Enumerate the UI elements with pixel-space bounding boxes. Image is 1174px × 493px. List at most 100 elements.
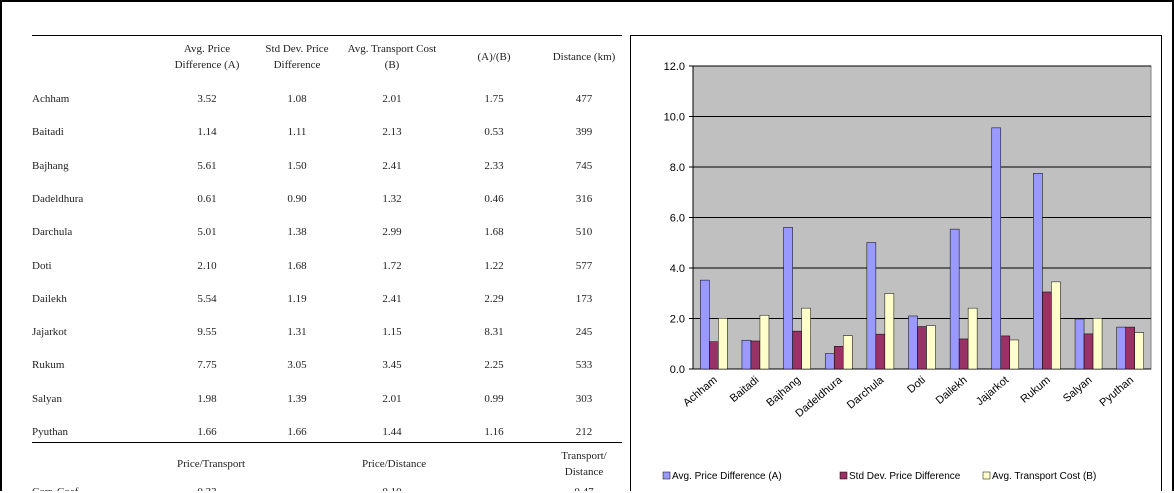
table-cell: 316 <box>575 192 593 205</box>
legend-label: Avg. Price Difference (A) <box>672 471 782 482</box>
column-header: (A)/(B) <box>477 51 511 63</box>
bar <box>759 314 770 370</box>
x-tick-label: Darchula <box>845 374 887 412</box>
table-cell: 1.16 <box>484 426 504 438</box>
bar <box>842 335 853 370</box>
table-cell: 0.99 <box>484 392 504 405</box>
bar <box>750 340 761 370</box>
table-cell: 2.13 <box>382 126 402 139</box>
row-label: Corr. Coef <box>32 486 78 491</box>
table-cell: 1.14 <box>197 126 217 139</box>
table-cell: 577 <box>575 259 593 272</box>
table-cell: 1.68 <box>484 226 504 239</box>
bar <box>783 227 793 370</box>
legend-swatch <box>662 471 671 480</box>
row-label: Achham <box>32 93 70 105</box>
row-label: Dailekh <box>32 292 67 305</box>
table-rule <box>32 442 622 443</box>
table-cell: 3.45 <box>382 359 402 372</box>
bar <box>824 353 835 370</box>
data-table: Avg. Price Difference (A) Std Dev. Price … <box>2 2 627 491</box>
bar <box>741 339 752 370</box>
table-cell: 1.11 <box>287 126 307 139</box>
y-tick-label: 6.0 <box>670 213 685 225</box>
y-tick-label: 0.0 <box>670 364 685 376</box>
column-header: Avg. Transport Cost (B) <box>347 43 437 71</box>
bar <box>709 341 719 370</box>
table-cell: 8.31 <box>484 326 504 339</box>
x-tick-label: Dailekh <box>934 374 970 407</box>
row-label: Rukum <box>32 359 65 372</box>
y-tick-label: 2.0 <box>670 314 685 326</box>
table-cell: 9.55 <box>197 326 217 339</box>
footer-header: Price/Transport <box>177 458 246 470</box>
bar <box>884 293 895 370</box>
table-cell: 1.50 <box>287 159 307 172</box>
y-tick-label: 10.0 <box>664 112 685 124</box>
chart-box: 0.0 2.0 4.0 6.0 8.0 10.0 12.0 Achham Baitadi Bajh… <box>630 35 1162 491</box>
table-cell: 2.01 <box>382 392 402 405</box>
bar <box>1051 281 1061 370</box>
bar <box>958 338 969 370</box>
table-cell: 5.61 <box>197 159 217 172</box>
table-cell: 2.25 <box>484 359 504 372</box>
row-label: Doti <box>32 259 52 272</box>
table-cell: 2.99 <box>382 226 402 239</box>
table-cell: 5.54 <box>197 292 217 305</box>
bar <box>1134 332 1144 370</box>
x-tick-label: Pyuthan <box>1097 374 1136 409</box>
table-cell: 0.61 <box>197 192 217 205</box>
row-label: Dadeldhura <box>32 192 84 205</box>
column-header: Distance (km) <box>552 51 616 63</box>
table-cell: 1.98 <box>197 392 217 405</box>
x-tick-label: Dadeldhura <box>793 374 845 420</box>
table-cell: 245 <box>575 326 593 339</box>
row-label: Bajhang <box>32 159 69 172</box>
table-cell: 303 <box>575 392 593 405</box>
bar <box>1092 317 1103 370</box>
table-cell: 1.22 <box>484 259 504 272</box>
legend-swatch <box>982 471 991 480</box>
bar <box>1083 333 1094 370</box>
x-tick-label: Jajarkot <box>974 374 1011 408</box>
bar <box>1000 335 1011 370</box>
bar <box>866 242 877 370</box>
table-cell: 1.31 <box>287 326 307 339</box>
table-cell: 212 <box>575 426 593 438</box>
chart: 0.0 2.0 4.0 6.0 8.0 10.0 12.0 Achham Baitadi Bajh… <box>662 61 1152 482</box>
table-cell: 1.32 <box>382 192 402 205</box>
bar <box>833 346 844 370</box>
bar <box>991 127 1002 370</box>
table-cell: 533 <box>575 359 593 372</box>
bar <box>875 333 886 370</box>
x-tick-label: Doti <box>905 374 928 396</box>
row-label: Baitadi <box>32 126 64 139</box>
bar <box>1116 326 1126 370</box>
table-cell: 2.41 <box>382 159 402 172</box>
x-tick-label: Bajhang <box>764 374 803 409</box>
row-label: Darchula <box>32 226 73 239</box>
table-cell: 3.05 <box>287 359 307 372</box>
table-cell: 1.19 <box>287 292 307 305</box>
table-cell: 1.15 <box>382 326 402 339</box>
y-tick-label: 4.0 <box>670 263 685 275</box>
table-cell: 1.44 <box>382 426 402 438</box>
y-tick-label: 12.0 <box>664 61 685 73</box>
column-header: Std Dev. Price Difference <box>265 43 329 71</box>
table-cell: 2.41 <box>382 292 402 305</box>
table-cell: 399 <box>575 126 593 139</box>
table-cell: 745 <box>575 159 593 172</box>
table-cell: 510 <box>575 226 593 239</box>
table-cell: 7.75 <box>197 359 217 372</box>
bar <box>1033 173 1043 370</box>
table-cell: 2.10 <box>197 259 217 272</box>
table-cell: 0.10 <box>382 486 401 491</box>
footer-header: Price/Distance <box>362 458 427 470</box>
bar <box>949 228 960 370</box>
table-cell: 0.47 <box>574 486 593 491</box>
row-label: Salyan <box>32 392 62 405</box>
table-cell: 1.66 <box>287 426 307 438</box>
x-tick-label: Salyan <box>1061 374 1094 405</box>
